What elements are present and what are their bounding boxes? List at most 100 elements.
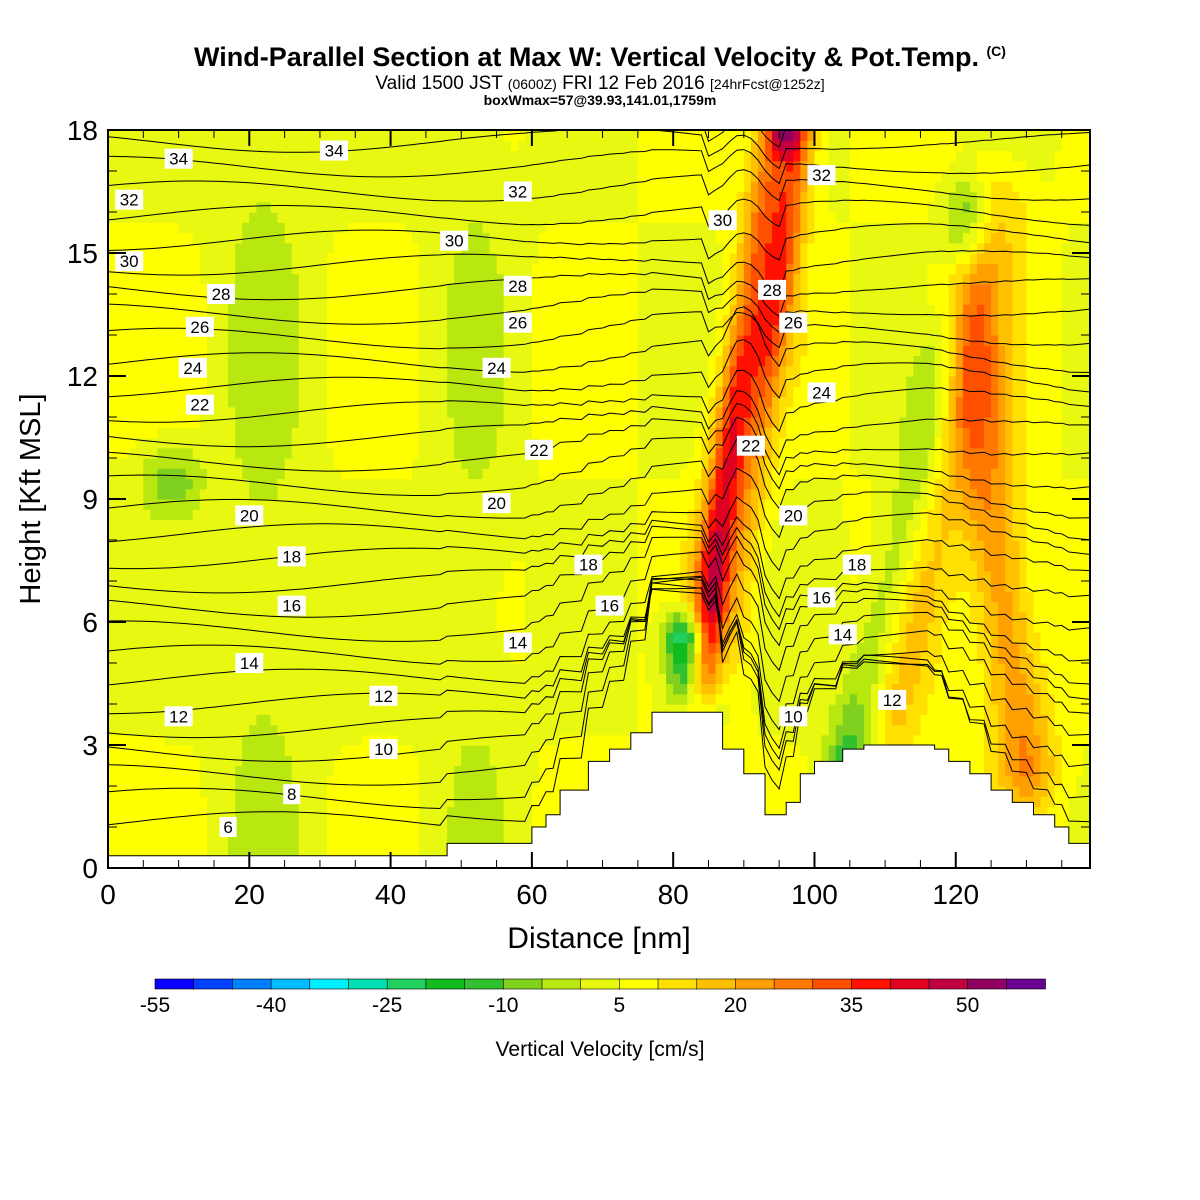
pot-temp-contour-26 [108, 311, 1090, 350]
pot-temp-contours [108, 130, 1090, 826]
y-tick-label-12: 12 [67, 361, 98, 392]
pot-temp-label-20: 20 [482, 493, 511, 514]
pot-temp-contour-8 [108, 577, 1090, 786]
colorbar-tick--55: -55 [140, 994, 170, 1017]
colorbar-swatch-5 [348, 978, 388, 990]
pot-temp-label-30: 30 [115, 251, 144, 272]
pot-temp-label-12: 12 [164, 706, 193, 727]
pot-temp-contour-25 [108, 306, 1090, 373]
x-tick-label-20: 20 [234, 879, 265, 910]
pot-temp-label-34: 34 [164, 148, 193, 169]
pot-temp-contour-14 [108, 535, 1090, 642]
pot-temp-label-16: 16 [807, 587, 836, 608]
colorbar-swatch-8 [464, 978, 505, 990]
chart-title: Wind-Parallel Section at Max W: Vertical… [194, 42, 1006, 72]
pot-temp-label-12: 12 [369, 685, 398, 706]
pot-temp-label-24: 24 [482, 357, 511, 378]
terrain-mask [108, 711, 1090, 868]
colorbar-swatch-7 [425, 978, 466, 990]
pot-temp-label-10: 10 [369, 739, 398, 760]
colorbar-swatch-13 [657, 978, 698, 990]
colorbar-swatch-11 [580, 978, 621, 990]
pot-temp-contour-31 [108, 198, 1090, 228]
pot-temp-label-14: 14 [235, 653, 264, 673]
pot-temp-contour-12 [108, 570, 1090, 686]
colorbar-swatch-19 [889, 978, 930, 990]
pot-temp-label-34: 34 [320, 140, 349, 161]
pot-temp-label-12: 12 [878, 689, 907, 710]
pot-temp-contour-17 [108, 496, 1090, 572]
pot-temp-label-26: 26 [185, 316, 214, 337]
colorbar-tick-20: 20 [724, 994, 747, 1017]
x-tick-label-120: 120 [932, 879, 979, 910]
colorbar-swatch-10 [541, 978, 582, 990]
pot-temp-label-26: 26 [503, 312, 532, 333]
pot-temp-label-24: 24 [178, 357, 207, 378]
colorbar-tick-50: 50 [956, 994, 979, 1017]
pot-temp-label-20: 20 [779, 505, 808, 526]
pot-temp-label-8: 8 [283, 784, 301, 805]
x-tick-label-60: 60 [516, 879, 547, 910]
pot-temp-contour-29 [108, 250, 1090, 294]
pot-temp-label-14: 14 [503, 632, 532, 653]
pot-temp-contour-27 [108, 288, 1090, 334]
x-axis-label: Distance [nm] [507, 922, 690, 955]
pot-temp-contour-16 [108, 516, 1090, 600]
y-tick-label-15: 15 [67, 238, 98, 269]
pot-temp-label-16: 16 [277, 595, 306, 616]
terrain-shape [108, 711, 1090, 868]
pot-temp-label-18: 18 [574, 554, 603, 575]
colorbar-swatch-14 [696, 978, 737, 990]
pot-temp-contour-9 [108, 582, 1090, 762]
x-tick-label-40: 40 [375, 879, 406, 910]
pot-temp-label-32: 32 [115, 189, 144, 210]
y-tick-label-0: 0 [82, 853, 98, 884]
pot-temp-contour-22 [108, 390, 1090, 459]
pot-temp-contour-20 [108, 416, 1090, 496]
y-axis-label: Height [Kft MSL] [15, 393, 47, 604]
pot-temp-label-6: 6 [219, 817, 237, 837]
pot-temp-label-22: 22 [524, 439, 553, 460]
pot-temp-label-20: 20 [235, 505, 264, 526]
colorbar-swatch-18 [851, 978, 892, 990]
colorbar-tick-35: 35 [840, 994, 863, 1017]
colorbar-swatch-22 [1006, 978, 1046, 990]
pot-temp-label-28: 28 [758, 279, 787, 300]
colorbar-swatch-12 [619, 978, 659, 990]
x-tick-label-80: 80 [658, 879, 689, 910]
axes: 0 20 40 60 80 100 120 0 3 6 9 12 15 18 [67, 115, 1090, 910]
x-tick-label-100: 100 [791, 879, 838, 910]
pot-temp-label-18: 18 [842, 554, 871, 575]
pot-temp-label-22: 22 [185, 394, 214, 415]
pot-temp-label-10: 10 [779, 706, 808, 727]
colorbar-tick--10: -10 [488, 994, 518, 1017]
colorbar-swatch-6 [386, 978, 427, 990]
pot-temp-label-24: 24 [807, 382, 836, 403]
pot-temp-contour-6 [108, 576, 1090, 826]
colorbar-tick--25: -25 [372, 994, 402, 1017]
y-tick-label-3: 3 [82, 730, 98, 761]
pot-temp-label-14: 14 [828, 624, 857, 645]
pot-temp-contour-18 [108, 467, 1090, 543]
pot-temp-label-32: 32 [807, 165, 836, 186]
pot-temp-contour-labels: 34 34 32 32 32 30 30 30 28 28 28 26 26 26 24 24 24 22 22 22… [115, 140, 907, 837]
pot-temp-contour-32 [108, 169, 1090, 202]
pot-temp-label-30: 30 [708, 210, 737, 231]
pot-temp-contour-24 [108, 339, 1090, 399]
colorbar-swatch-4 [309, 978, 350, 990]
colorbar-swatch-3 [270, 978, 311, 990]
colorbar-label: Vertical Velocity [cm/s] [495, 1038, 705, 1061]
pot-temp-contour-33 [108, 149, 1090, 185]
pot-temp-contour-7 [108, 575, 1090, 810]
colorbar-swatch-0 [154, 978, 195, 990]
y-tick-label-6: 6 [82, 607, 98, 638]
x-tick-label-0: 0 [100, 879, 116, 910]
colorbar: -55 -40 -25 -10 5 20 35 50 [140, 978, 1046, 1017]
pot-temp-label-26: 26 [779, 312, 808, 333]
pot-temp-label-32: 32 [503, 181, 532, 202]
pot-temp-label-18: 18 [277, 546, 306, 567]
y-tick-label-9: 9 [82, 484, 98, 515]
colorbar-swatch-2 [232, 978, 272, 990]
colorbar-swatch-1 [193, 978, 234, 990]
